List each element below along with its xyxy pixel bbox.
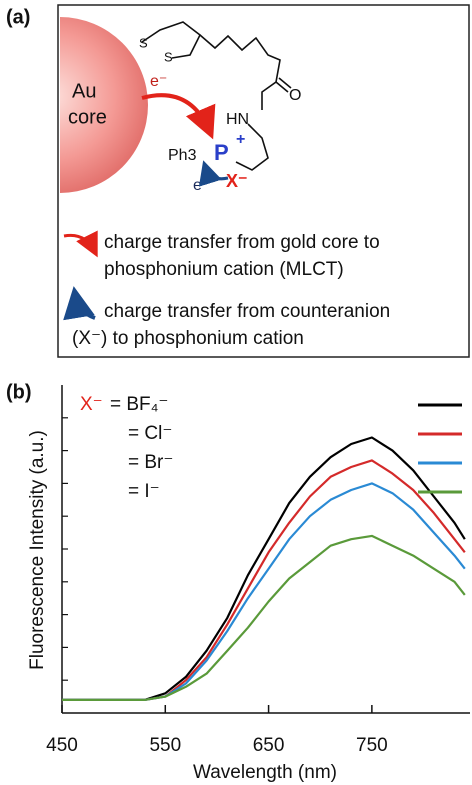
- arrow: [198, 160, 229, 187]
- legend-label: = Cl⁻: [128, 423, 172, 444]
- electron: e⁻: [193, 177, 210, 194]
- atom: O: [289, 87, 301, 104]
- series-line: [62, 534, 466, 701]
- anion: X⁻: [226, 171, 248, 191]
- x-tick-label: 650: [253, 735, 285, 756]
- panel-box: [57, 4, 470, 358]
- atom: HN: [226, 111, 249, 128]
- legend-text: (X⁻) to phosphonium cation: [72, 328, 304, 349]
- panel-label: (b): [6, 381, 32, 403]
- charge: +: [236, 131, 245, 148]
- gold-core: [60, 17, 148, 193]
- legend-label: = I⁻: [128, 481, 160, 502]
- legend-prefix: X⁻: [80, 394, 103, 415]
- series-line: [62, 459, 466, 701]
- series-line: [62, 436, 466, 701]
- atom: S: [139, 35, 148, 50]
- series-line: [62, 482, 466, 701]
- legend-text: charge transfer from counteranion: [104, 301, 390, 322]
- legend-label: = BF₄⁻: [110, 394, 168, 415]
- atom: S: [164, 49, 173, 64]
- legend-arrow: [63, 286, 96, 321]
- atom: P: [214, 140, 229, 165]
- x-axis-title: Wavelength (nm): [193, 762, 337, 783]
- x-tick-label: 450: [46, 735, 78, 756]
- legend-arrow: [63, 230, 98, 258]
- y-axis-title: Fluorescence Intensity (a.u.): [27, 430, 48, 670]
- electron: e⁻: [150, 73, 167, 90]
- atom: Ph3: [168, 147, 197, 164]
- x-tick-label: 550: [149, 735, 181, 756]
- core-label: core: [68, 106, 107, 128]
- legend-text: phosphonium cation (MLCT): [104, 259, 344, 280]
- legend-label: = Br⁻: [128, 452, 173, 473]
- panel-label: (a): [6, 6, 30, 28]
- arrow: [141, 93, 216, 140]
- legend-text: charge transfer from gold core to: [104, 232, 380, 253]
- core-label: Au: [72, 80, 96, 102]
- molecule: [141, 21, 292, 171]
- x-tick-label: 750: [356, 735, 388, 756]
